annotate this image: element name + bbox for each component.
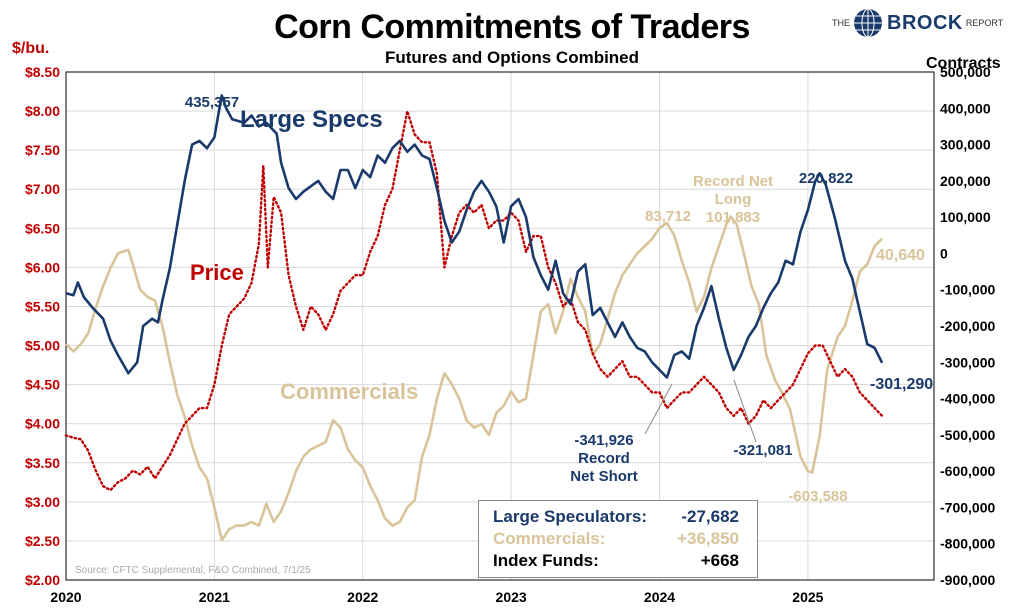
left-axis-tick-label: $4.50 <box>25 377 60 393</box>
data-callout-label: -341,926 <box>574 432 633 449</box>
right-axis-tick-label: 100,000 <box>940 209 991 225</box>
large-speculators-label: Large Speculators: <box>493 507 647 526</box>
right-axis-tick-label: -500,000 <box>940 427 995 443</box>
right-axis-tick-label: -600,000 <box>940 463 995 479</box>
commercials-line <box>65 215 884 542</box>
left-axis-tick-label: $8.00 <box>25 103 60 119</box>
left-axis-tick-label: $6.00 <box>25 259 60 275</box>
right-axis-tick-label: 500,000 <box>940 64 991 80</box>
left-axis-unit: $/bu. <box>12 40 50 57</box>
right-axis-tick-label: -200,000 <box>940 318 995 334</box>
left-axis-tick-label: $7.50 <box>25 142 60 158</box>
large-specs-line <box>65 94 884 379</box>
right-axis-tick-label: 400,000 <box>940 100 991 116</box>
right-axis-tick-label: 200,000 <box>940 173 991 189</box>
series-label: Commercials <box>280 379 418 404</box>
data-callout-label: -603,588 <box>788 488 847 505</box>
data-callout-label: 435,357 <box>185 94 239 111</box>
left-axis-tick-label: $5.00 <box>25 338 60 354</box>
right-axis-tick-label: 0 <box>940 245 948 261</box>
x-axis-tick-label: 2022 <box>347 589 378 605</box>
globe-icon <box>854 8 882 38</box>
left-axis-tick-label: $8.50 <box>25 64 60 80</box>
data-callout-label: -301,290 <box>870 376 933 393</box>
commercials-label: Commercials: <box>493 529 606 548</box>
right-axis-tick-label: -400,000 <box>940 391 995 407</box>
callout-leader-line <box>733 379 757 443</box>
right-axis-tick-label: -700,000 <box>940 499 995 515</box>
data-callout-label: Net Short <box>570 468 638 485</box>
commercials-value: +36,850 <box>677 529 739 548</box>
logo-the: THE <box>832 18 850 28</box>
right-axis-unit: Contracts <box>926 55 1001 72</box>
price-line <box>64 109 884 492</box>
data-callout-label: Long <box>715 191 752 208</box>
left-axis-tick-label: $2.50 <box>25 533 60 549</box>
large-speculators-value: -27,682 <box>681 507 739 526</box>
left-axis-tick-label: $7.00 <box>25 181 60 197</box>
right-axis-tick-label: -900,000 <box>940 572 995 588</box>
plot-frame <box>65 71 935 581</box>
x-axis-tick-label: 2025 <box>792 589 823 605</box>
left-axis-tick-label: $2.00 <box>25 572 60 588</box>
left-axis-tick-label: $6.50 <box>25 220 60 236</box>
index-funds-value: +668 <box>700 551 739 570</box>
data-callout-label: Record <box>578 450 630 467</box>
data-callout-label: 220,822 <box>799 170 853 187</box>
brock-report-logo: THE BROCK REPORT <box>832 8 1003 38</box>
data-callout-label: 83,712 <box>645 208 691 225</box>
x-axis-tick-label: 2024 <box>644 589 675 605</box>
left-axis-tick-label: $4.00 <box>25 416 60 432</box>
index-funds-label: Index Funds: <box>493 551 599 570</box>
right-axis-tick-label: -800,000 <box>940 536 995 552</box>
logo-brock: BROCK <box>887 11 963 34</box>
commercials-row: Commercials: +36,850 <box>493 529 739 549</box>
left-axis-tick-label: $5.50 <box>25 298 60 314</box>
series-label: Price <box>190 260 244 285</box>
right-axis-tick-label: 300,000 <box>940 137 991 153</box>
large-speculators-row: Large Speculators: -27,682 <box>493 507 739 527</box>
data-callout-label: 101,883 <box>706 209 760 226</box>
right-axis-tick-label: -300,000 <box>940 354 995 370</box>
x-axis-tick-label: 2021 <box>199 589 230 605</box>
chart-title: Corn Commitments of Traders <box>274 8 750 46</box>
logo-report: REPORT <box>965 18 1004 28</box>
left-axis-tick-label: $3.00 <box>25 494 60 510</box>
series-label: Large Specs <box>240 106 383 133</box>
callout-leader-line <box>644 383 673 435</box>
data-callout-label: -321,081 <box>733 442 792 459</box>
x-axis-tick-label: 2023 <box>496 589 527 605</box>
x-axis-tick-label: 2020 <box>50 589 81 605</box>
index-funds-row: Index Funds: +668 <box>493 551 739 571</box>
left-axis-tick-label: $3.50 <box>25 455 60 471</box>
data-callout-label: Record Net <box>693 173 773 190</box>
chart-subtitle: Futures and Options Combined <box>384 48 640 67</box>
data-callout-label: 40,640 <box>876 247 925 264</box>
net-position-box: Large Speculators: -27,682 Commercials: +3… <box>478 500 758 578</box>
right-axis-tick-label: -100,000 <box>940 282 995 298</box>
source-note: Source: CFTC Supplemental; F&O Combined,… <box>75 565 311 576</box>
